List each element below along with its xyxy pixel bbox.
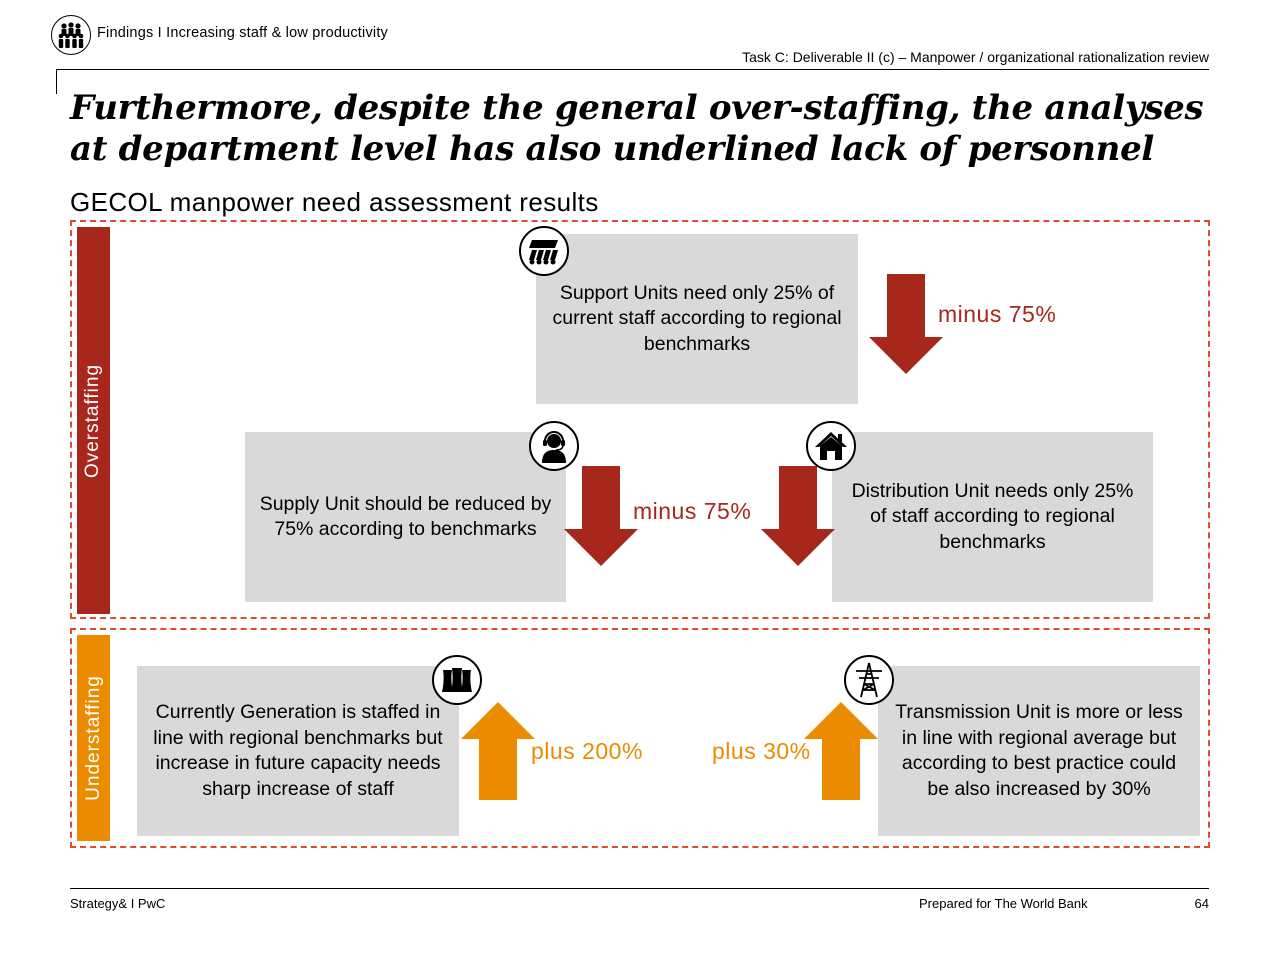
supply-change-label: minus 75% — [633, 498, 752, 524]
findings-people-icon — [51, 15, 91, 55]
section-label: Findings I Increasing staff & low produc… — [97, 25, 389, 41]
house-icon — [806, 421, 856, 471]
understaffing-bar: Understaffing — [77, 635, 110, 841]
support-down-arrow — [869, 274, 943, 374]
transmission-text: Transmission Unit is more or less in lin… — [895, 701, 1183, 800]
understaffing-region — [70, 628, 1210, 848]
page-number: 64 — [1194, 896, 1209, 911]
cooling-towers-icon — [432, 655, 482, 705]
page-subtitle: GECOL manpower need assessment results — [70, 187, 599, 217]
headset-user-icon — [529, 421, 579, 471]
support-units-card: Support Units need only 25% of current s… — [536, 234, 858, 404]
generation-card: Currently Generation is staffed in line … — [137, 666, 459, 836]
generation-up-arrow — [461, 702, 535, 800]
page-title: Furthermore, despite the general over-st… — [70, 88, 1204, 169]
support-units-text: Support Units need only 25% of current s… — [552, 281, 842, 355]
distribution-unit-text: Distribution Unit needs only 25% of staf… — [851, 479, 1134, 553]
overstaffing-region — [70, 220, 1210, 619]
distribution-down-arrow — [761, 466, 835, 566]
overstaffing-label: Overstaffing — [82, 363, 104, 478]
footer-divider — [70, 888, 1209, 889]
header-tick — [56, 69, 57, 94]
transmission-tower-icon — [844, 655, 894, 705]
generation-text: Currently Generation is staffed in line … — [153, 701, 443, 800]
transmission-up-arrow — [804, 702, 878, 800]
footer-brand: Strategy& I PwC — [70, 896, 166, 911]
supply-unit-card: Supply Unit should be reduced by 75% acc… — [245, 432, 566, 602]
generation-change-label: plus 200% — [531, 738, 643, 764]
task-reference: Task C: Deliverable II (c) – Manpower / … — [742, 49, 1209, 65]
footer-prepared-for: Prepared for The World Bank — [919, 896, 1088, 911]
understaffing-label: Understaffing — [82, 675, 104, 801]
conveyor-icon — [519, 226, 569, 276]
header-divider — [56, 69, 1209, 70]
overstaffing-bar: Overstaffing — [77, 227, 110, 614]
supply-unit-text: Supply Unit should be reduced by 75% acc… — [259, 492, 552, 541]
supply-down-arrow — [564, 466, 638, 566]
distribution-unit-card: Distribution Unit needs only 25% of staf… — [832, 432, 1153, 602]
transmission-card: Transmission Unit is more or less in lin… — [878, 666, 1200, 836]
support-change-label: minus 75% — [938, 301, 1057, 327]
transmission-change-label: plus 30% — [712, 738, 811, 764]
